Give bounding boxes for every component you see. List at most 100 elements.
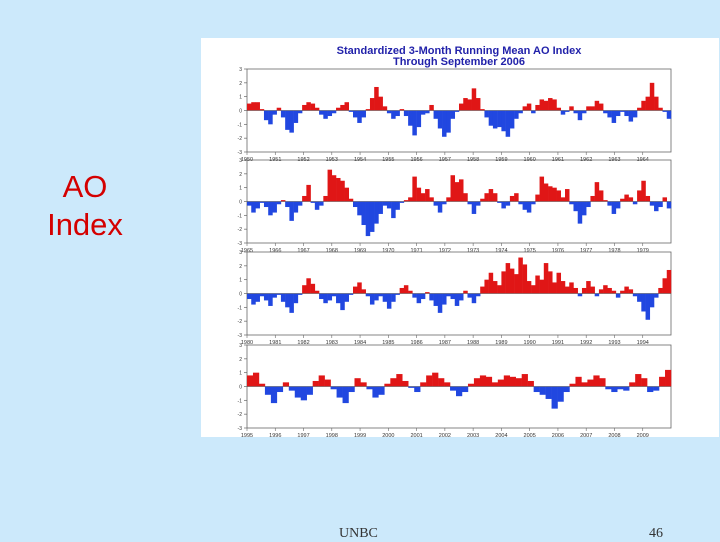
negative-bar xyxy=(365,201,371,237)
negative-bar xyxy=(607,110,612,118)
positive-bar xyxy=(624,194,629,202)
negative-bar xyxy=(446,110,451,133)
negative-bar xyxy=(454,110,460,112)
positive-bar xyxy=(480,109,485,111)
positive-bar xyxy=(552,187,557,202)
y-tick-label: 0 xyxy=(239,200,242,206)
y-tick-label: -1 xyxy=(238,213,243,219)
negative-bar xyxy=(288,386,296,391)
positive-bar xyxy=(543,263,549,294)
negative-bar xyxy=(509,110,515,129)
positive-bar xyxy=(497,379,505,387)
positive-bar xyxy=(641,378,648,387)
positive-bar xyxy=(276,107,282,111)
negative-bar xyxy=(247,293,252,300)
positive-bar xyxy=(378,96,383,111)
y-tick-label: 0 xyxy=(239,109,242,115)
positive-bar xyxy=(539,99,545,111)
negative-bar xyxy=(569,201,574,205)
positive-bar xyxy=(446,197,451,202)
positive-bar xyxy=(515,378,522,387)
positive-bar xyxy=(344,102,350,111)
negative-bar xyxy=(649,293,655,308)
x-tick-label: 1967 xyxy=(297,248,309,254)
positive-bar xyxy=(548,98,553,111)
positive-bar xyxy=(306,278,311,294)
negative-bar xyxy=(666,110,672,119)
negative-bar xyxy=(484,110,489,118)
positive-bar xyxy=(509,376,516,387)
negative-bar xyxy=(327,110,333,117)
y-tick-label: -1 xyxy=(238,398,243,404)
positive-bar xyxy=(354,378,361,387)
x-tick-label: 1976 xyxy=(552,248,564,254)
positive-bar xyxy=(454,182,460,202)
y-tick-label: 3 xyxy=(239,343,242,349)
negative-bar xyxy=(514,110,519,119)
negative-bar xyxy=(327,293,333,301)
x-tick-label: 1969 xyxy=(354,248,366,254)
negative-bar xyxy=(372,386,379,398)
positive-bar xyxy=(526,103,532,111)
negative-bar xyxy=(420,110,426,115)
negative-bar xyxy=(310,201,316,203)
positive-bar xyxy=(598,190,604,202)
negative-bar xyxy=(632,201,638,205)
positive-bar xyxy=(402,380,409,387)
negative-bar xyxy=(488,110,494,126)
positive-bar xyxy=(480,286,485,294)
positive-bar xyxy=(467,383,475,387)
positive-bar xyxy=(590,106,595,111)
page-number: 46 xyxy=(649,526,663,541)
positive-bar xyxy=(603,285,608,294)
positive-bar xyxy=(598,103,604,111)
positive-bar xyxy=(399,287,405,294)
negative-bar xyxy=(395,293,400,295)
positive-bar xyxy=(514,274,519,294)
negative-bar xyxy=(395,110,400,117)
negative-bar xyxy=(264,386,272,395)
positive-bar xyxy=(552,282,557,294)
positive-bar xyxy=(569,383,576,387)
x-tick-label: 1984 xyxy=(354,340,366,346)
negative-bar xyxy=(285,201,290,208)
positive-bar xyxy=(403,285,409,294)
negative-bar xyxy=(615,110,621,117)
positive-bar xyxy=(645,195,651,202)
positive-bar xyxy=(425,189,430,202)
negative-bar xyxy=(581,201,587,216)
positive-bar xyxy=(318,375,325,387)
positive-bar xyxy=(420,382,427,387)
positive-bar xyxy=(641,180,646,202)
positive-bar xyxy=(659,376,666,387)
negative-bar xyxy=(459,293,464,301)
positive-bar xyxy=(444,382,451,387)
chart-subtitle: Through September 2006 xyxy=(393,56,525,68)
positive-bar xyxy=(432,372,439,387)
positive-bar xyxy=(399,109,405,111)
y-tick-label: 3 xyxy=(239,67,242,73)
x-tick-label: 1989 xyxy=(495,340,507,346)
negative-bar xyxy=(518,201,523,205)
negative-bar xyxy=(454,293,460,306)
positive-bar xyxy=(628,197,634,202)
positive-bar xyxy=(408,290,413,294)
positive-bar xyxy=(247,103,252,111)
x-tick-label: 1987 xyxy=(439,340,451,346)
y-tick-label: 3 xyxy=(239,250,242,256)
negative-bar xyxy=(378,293,383,297)
positive-bar xyxy=(658,107,663,111)
negative-bar xyxy=(467,201,472,205)
negative-bar xyxy=(342,386,349,404)
positive-bar xyxy=(637,107,642,111)
positive-bar xyxy=(467,99,472,111)
positive-bar xyxy=(573,287,578,294)
x-tick-label: 1992 xyxy=(580,340,592,346)
positive-bar xyxy=(488,272,494,294)
positive-bar xyxy=(565,189,570,202)
positive-bar xyxy=(543,183,549,202)
positive-bar xyxy=(471,88,477,111)
negative-bar xyxy=(293,293,299,304)
negative-bar xyxy=(437,293,443,313)
negative-bar xyxy=(323,293,328,304)
